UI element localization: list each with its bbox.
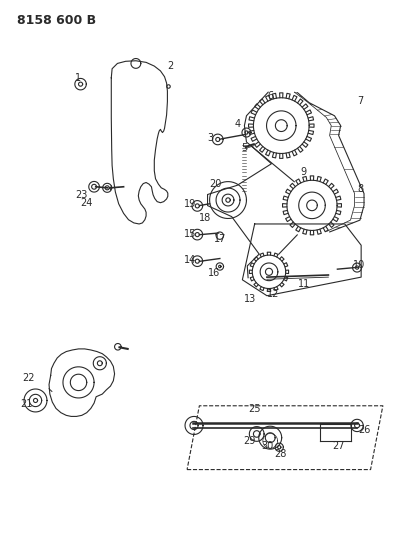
Text: 19: 19 — [184, 199, 196, 209]
Text: 3: 3 — [208, 133, 213, 143]
Text: 6: 6 — [267, 91, 273, 101]
Text: 9: 9 — [301, 167, 307, 177]
Text: 29: 29 — [244, 436, 256, 446]
Text: 24: 24 — [81, 198, 93, 208]
Text: 23: 23 — [76, 190, 88, 200]
Text: 17: 17 — [214, 234, 226, 244]
Text: 22: 22 — [22, 373, 35, 383]
Text: 28: 28 — [274, 449, 286, 458]
Text: 21: 21 — [20, 399, 32, 409]
Text: 26: 26 — [358, 425, 371, 435]
Text: 10: 10 — [353, 261, 365, 270]
Text: 11: 11 — [298, 279, 310, 288]
Text: 16: 16 — [208, 268, 220, 278]
Text: 13: 13 — [245, 294, 257, 304]
Text: 14: 14 — [184, 255, 196, 265]
Text: 25: 25 — [248, 404, 261, 414]
Text: 30: 30 — [262, 441, 274, 451]
Text: 15: 15 — [184, 229, 196, 239]
Text: 4: 4 — [234, 119, 240, 129]
Text: 2: 2 — [168, 61, 174, 70]
Text: 1: 1 — [75, 73, 81, 83]
Text: 27: 27 — [332, 441, 345, 451]
Text: 5: 5 — [241, 143, 247, 154]
Text: 7: 7 — [357, 95, 363, 106]
Text: 8158 600 B: 8158 600 B — [17, 14, 96, 27]
Text: 8: 8 — [357, 184, 363, 195]
Text: 20: 20 — [210, 179, 222, 189]
Text: 12: 12 — [267, 289, 279, 299]
Text: 18: 18 — [199, 213, 211, 223]
